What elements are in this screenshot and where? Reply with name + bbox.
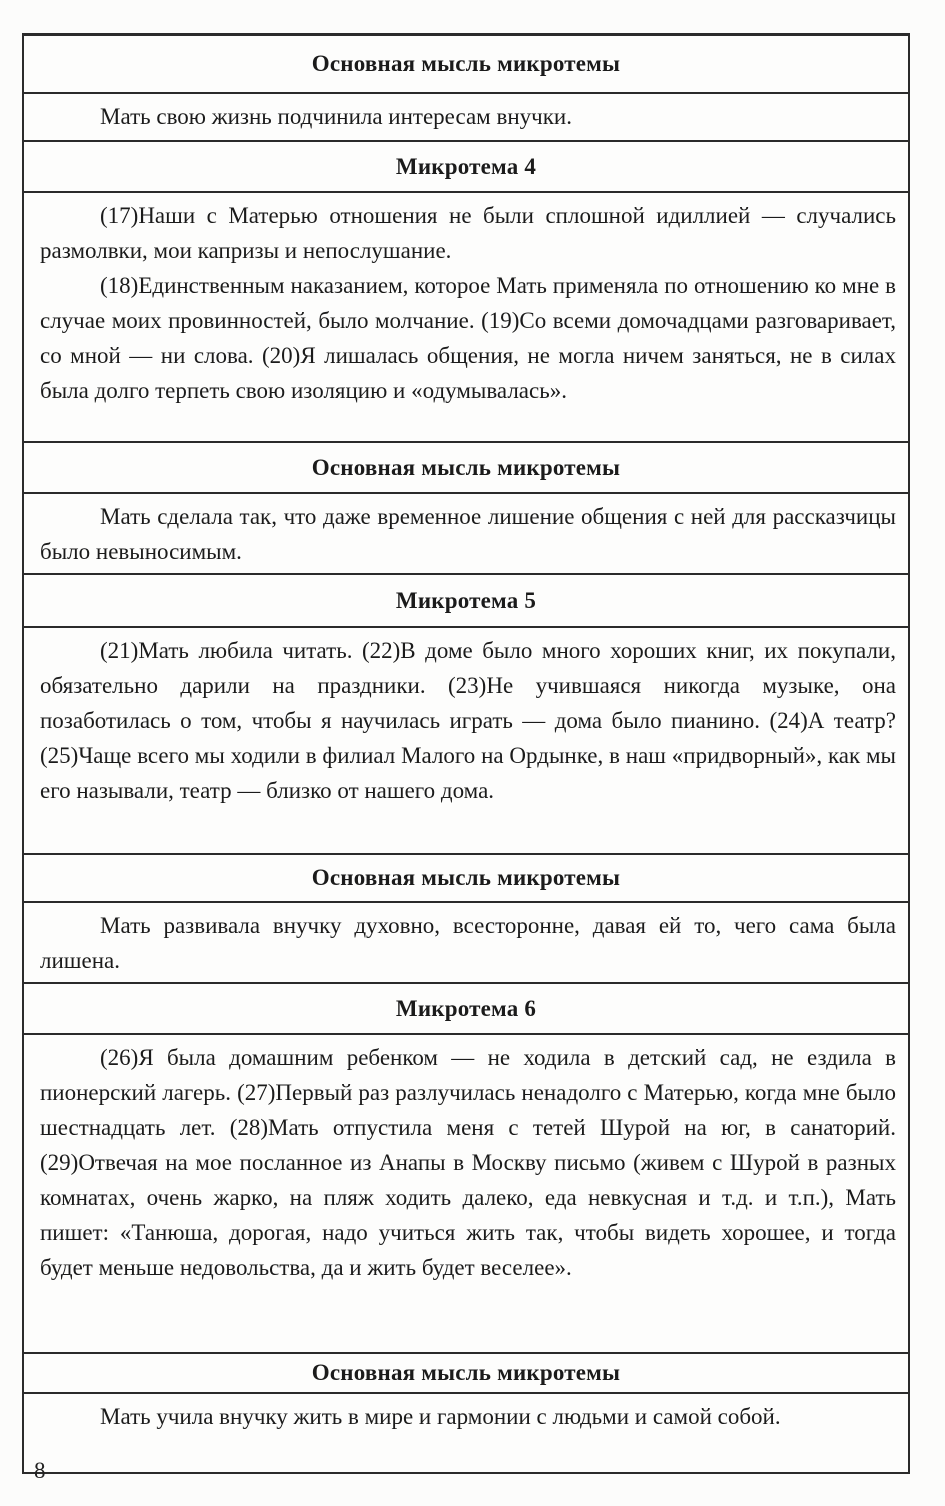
microtheme-6-heading-label: Микротема 6 (395, 995, 537, 1021)
table-row-main-idea-heading: Основная мысль микротемы (24, 1354, 908, 1394)
main-idea-heading-label: Основная мысль микротемы (311, 51, 621, 76)
table-row-main-idea-heading: Основная мысль микротемы (24, 443, 908, 494)
table-row-microtheme-5-passage: (21)Мать любила читать. (22)В доме было … (24, 628, 908, 855)
main-idea-text: Мать учила внучку жить в мире и гармонии… (100, 1404, 781, 1429)
microtheme-4-heading-label: Микротема 4 (395, 153, 537, 179)
main-idea-heading-label: Основная мысль микротемы (311, 865, 621, 890)
main-idea-text: Мать свою жизнь подчинила интересам внуч… (100, 104, 572, 129)
table-row-microtheme-5-heading: Микротема 5 (24, 575, 908, 628)
microtheme-5-heading-label: Микротема 5 (395, 587, 537, 613)
passage-paragraph: (18)Единственным наказанием, которое Мат… (40, 273, 896, 403)
main-idea-heading-label: Основная мысль микротемы (311, 1360, 621, 1385)
passage-paragraph: (17)Наши с Матерью отношения не были спл… (40, 203, 896, 263)
table-row-main-idea-text: Мать учила внучку жить в мире и гармонии… (24, 1394, 908, 1472)
table-row-microtheme-6-heading: Микротема 6 (24, 984, 908, 1035)
table-row-microtheme-4-passage: (17)Наши с Матерью отношения не были спл… (24, 193, 908, 443)
table-row-main-idea-text: Мать свою жизнь подчинила интересам внуч… (24, 94, 908, 142)
table-row-microtheme-4-heading: Микротема 4 (24, 142, 908, 193)
main-idea-heading-label: Основная мысль микротемы (311, 454, 621, 480)
page-number: 8 (34, 1458, 46, 1483)
passage-paragraph: (26)Я была домашним ребенком — не ходила… (40, 1045, 896, 1280)
table-row-main-idea-heading: Основная мысль микротемы (24, 36, 908, 94)
main-idea-text: Мать сделала так, что даже временное лиш… (40, 504, 896, 564)
table-row-main-idea-text: Мать развивала внучку духовно, всесторон… (24, 903, 908, 984)
passage-paragraph: (21)Мать любила читать. (22)В доме было … (40, 638, 896, 803)
table-row-main-idea-text: Мать сделала так, что даже временное лиш… (24, 494, 908, 575)
microtheme-table: Основная мысль микротемы Мать свою жизнь… (22, 33, 910, 1474)
main-idea-text: Мать развивала внучку духовно, всесторон… (40, 913, 896, 973)
table-row-main-idea-heading: Основная мысль микротемы (24, 855, 908, 903)
table-row-microtheme-6-passage: (26)Я была домашним ребенком — не ходила… (24, 1035, 908, 1354)
